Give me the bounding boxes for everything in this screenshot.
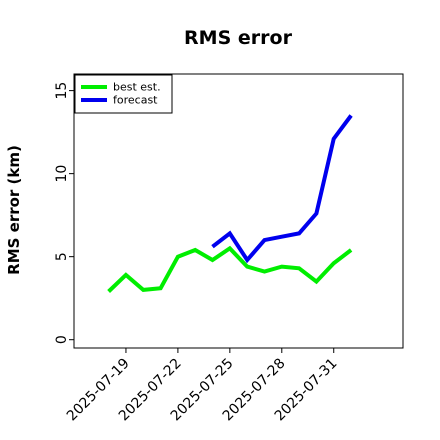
- legend-label: forecast: [113, 94, 158, 107]
- series-line-forecast: [211, 114, 353, 264]
- chart-title: RMS error: [184, 27, 293, 49]
- series-line-best-est: [107, 245, 353, 293]
- y-tick-label: 5: [54, 252, 70, 261]
- legend-box: [74, 74, 173, 114]
- plot-area: 0510152025-07-192025-07-222025-07-252025…: [54, 73, 404, 424]
- legend-label: best est.: [113, 81, 161, 94]
- y-tick-label: 15: [54, 82, 70, 100]
- y-tick-label: 0: [54, 335, 70, 344]
- y-axis-label: RMS error (km): [5, 145, 23, 275]
- y-tick-label: 10: [54, 165, 70, 183]
- axes-frame: [73, 73, 404, 349]
